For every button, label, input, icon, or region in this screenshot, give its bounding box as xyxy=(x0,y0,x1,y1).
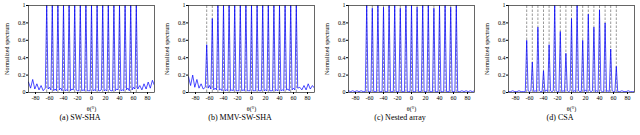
svg-text:-80: -80 xyxy=(32,95,40,101)
svg-text:0: 0 xyxy=(23,89,26,95)
svg-text:20: 20 xyxy=(263,95,269,101)
svg-text:Normalized spectrum: Normalized spectrum xyxy=(4,23,10,75)
svg-text:-40: -40 xyxy=(380,95,388,101)
svg-text:1: 1 xyxy=(503,2,506,8)
svg-text:0: 0 xyxy=(343,89,346,95)
html-text:(c) Nested array: (c) Nested array xyxy=(374,113,426,122)
svg-text:80: 80 xyxy=(305,95,311,101)
svg-text:0.8: 0.8 xyxy=(18,20,26,26)
svg-text:40: 40 xyxy=(117,95,123,101)
svg-text:-80: -80 xyxy=(352,95,360,101)
html-text:(a) SW-SHA: (a) SW-SHA xyxy=(59,113,101,122)
svg-text:0.8: 0.8 xyxy=(498,20,506,26)
svg-text:0.6: 0.6 xyxy=(178,37,186,43)
svg-text:-80: -80 xyxy=(192,95,200,101)
svg-text:-80: -80 xyxy=(512,95,520,101)
svg-text:Normalized spectrum: Normalized spectrum xyxy=(164,23,170,75)
svg-text:40: 40 xyxy=(437,95,443,101)
svg-text:20: 20 xyxy=(423,95,429,101)
svg-text:40: 40 xyxy=(597,95,603,101)
svg-text:0.6: 0.6 xyxy=(498,37,506,43)
svg-text:0.6: 0.6 xyxy=(18,37,26,43)
svg-text:40: 40 xyxy=(277,95,283,101)
svg-text:-20: -20 xyxy=(74,95,82,101)
svg-text:0: 0 xyxy=(410,95,413,101)
svg-text:0.2: 0.2 xyxy=(498,72,506,78)
svg-text:0: 0 xyxy=(503,89,506,95)
svg-text:-40: -40 xyxy=(60,95,68,101)
svg-text:0: 0 xyxy=(183,89,186,95)
svg-text:-20: -20 xyxy=(394,95,402,101)
svg-text:-60: -60 xyxy=(526,95,534,101)
svg-text:60: 60 xyxy=(131,95,137,101)
svg-text:0.8: 0.8 xyxy=(178,20,186,26)
svg-text:60: 60 xyxy=(451,95,457,101)
svg-text:-40: -40 xyxy=(540,95,548,101)
html-text:(d) CSA: (d) CSA xyxy=(546,113,574,122)
svg-text:-40: -40 xyxy=(220,95,228,101)
svg-text:-20: -20 xyxy=(234,95,242,101)
svg-text:0: 0 xyxy=(90,95,93,101)
svg-text:0.4: 0.4 xyxy=(18,55,26,61)
svg-text:1: 1 xyxy=(343,2,346,8)
svg-text:20: 20 xyxy=(583,95,589,101)
svg-text:1: 1 xyxy=(183,2,186,8)
svg-text:Normalized spectrum: Normalized spectrum xyxy=(324,23,330,75)
svg-text:0.2: 0.2 xyxy=(18,72,26,78)
svg-text:θ(°): θ(°) xyxy=(567,106,576,113)
svg-text:θ(°): θ(°) xyxy=(407,106,416,113)
svg-text:1: 1 xyxy=(23,2,26,8)
svg-text:0.4: 0.4 xyxy=(178,55,186,61)
svg-text:80: 80 xyxy=(145,95,151,101)
svg-text:0.2: 0.2 xyxy=(178,72,186,78)
svg-text:-20: -20 xyxy=(554,95,562,101)
svg-text:0.2: 0.2 xyxy=(338,72,346,78)
svg-text:-60: -60 xyxy=(366,95,374,101)
svg-text:0.6: 0.6 xyxy=(338,37,346,43)
svg-text:60: 60 xyxy=(291,95,297,101)
svg-text:Normalized spectrum: Normalized spectrum xyxy=(484,23,490,75)
svg-text:-60: -60 xyxy=(206,95,214,101)
svg-text:-60: -60 xyxy=(46,95,54,101)
svg-text:θ(°): θ(°) xyxy=(247,106,256,113)
svg-text:20: 20 xyxy=(103,95,109,101)
svg-text:80: 80 xyxy=(625,95,631,101)
svg-text:0: 0 xyxy=(570,95,573,101)
svg-text:80: 80 xyxy=(465,95,471,101)
svg-text:0: 0 xyxy=(250,95,253,101)
svg-text:0.8: 0.8 xyxy=(338,20,346,26)
svg-text:θ(°): θ(°) xyxy=(87,106,96,113)
svg-text:0.4: 0.4 xyxy=(498,55,506,61)
svg-text:60: 60 xyxy=(611,95,617,101)
svg-text:0.4: 0.4 xyxy=(338,55,346,61)
html-text:(b) MMV-SW-SHA: (b) MMV-SW-SHA xyxy=(208,113,272,122)
